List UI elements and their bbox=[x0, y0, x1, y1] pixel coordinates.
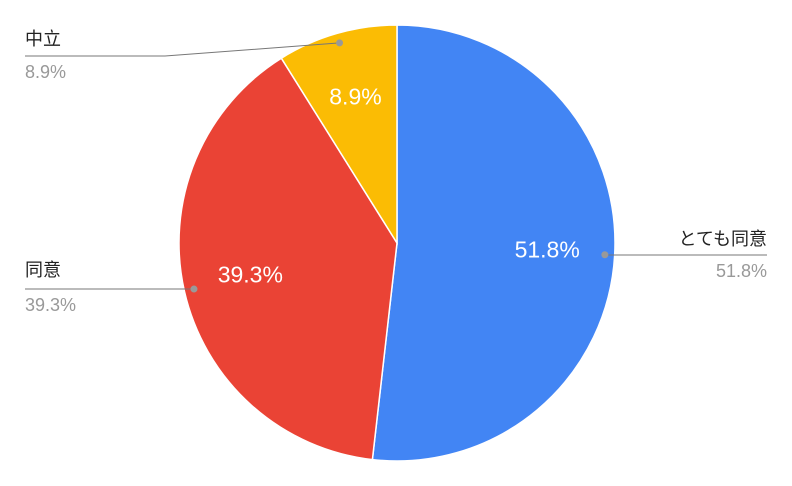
slice-label: 8.9% bbox=[329, 83, 381, 109]
slice-label: 51.8% bbox=[515, 237, 580, 263]
legend-value: 39.3% bbox=[25, 295, 76, 315]
slice-label: 39.3% bbox=[218, 261, 283, 287]
leader-line bbox=[25, 42, 340, 57]
leader-dot bbox=[190, 285, 198, 293]
pie-slice bbox=[280, 24, 398, 246]
pie-slice bbox=[178, 57, 398, 461]
leader-dot bbox=[336, 39, 344, 47]
legend-value: 51.8% bbox=[716, 261, 767, 281]
legend-value: 8.9% bbox=[25, 62, 66, 82]
legend-label: 中立 bbox=[25, 29, 61, 49]
legend-label: とても同意 bbox=[678, 229, 767, 249]
legend-label: 同意 bbox=[25, 260, 61, 280]
leader-dot bbox=[601, 251, 609, 259]
